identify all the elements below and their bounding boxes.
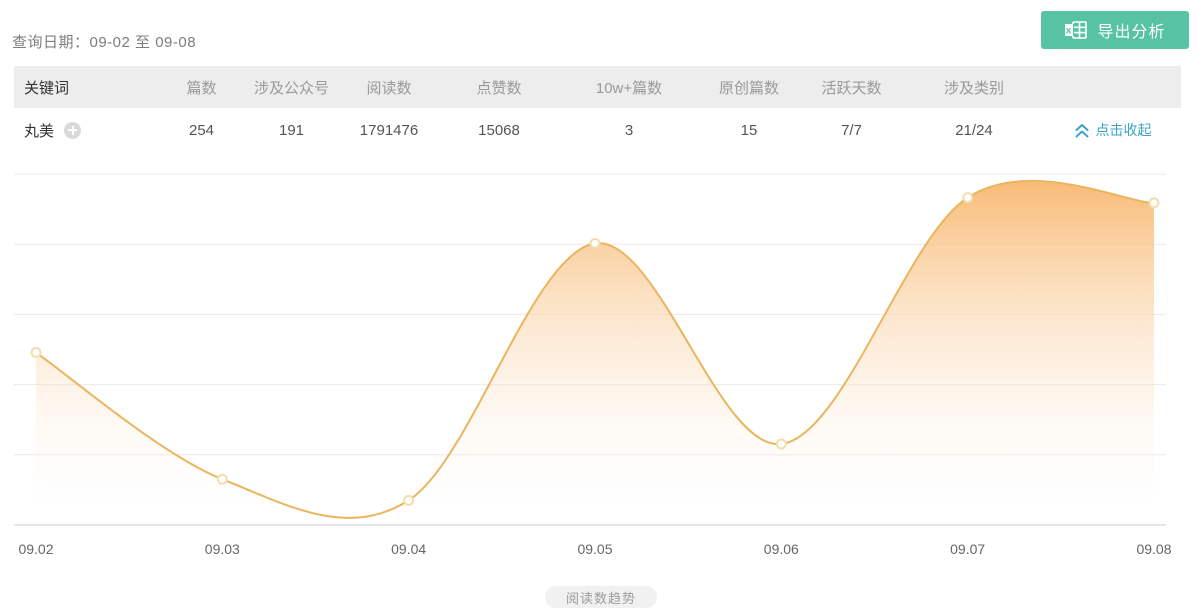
x-axis-label: 09.02: [18, 541, 53, 557]
chart-caption-badge: 阅读数趋势: [545, 586, 657, 608]
cell-categories: 21/24: [955, 121, 993, 139]
chevron-double-up-icon: [1074, 123, 1090, 138]
col-header-100k-articles: 10w+篇数: [595, 79, 663, 97]
data-point-marker: [403, 494, 415, 506]
cell-article-count: 254: [188, 121, 215, 139]
excel-icon: x: [1064, 19, 1088, 41]
col-header-categories: 涉及类别: [943, 79, 1004, 97]
col-header-active-days: 活跃天数: [821, 79, 882, 97]
col-header-article-count: 篇数: [186, 79, 217, 97]
cell-likes: 15068: [478, 121, 520, 139]
col-header-keyword: 关键词: [24, 79, 70, 97]
table-header-row: 关键词 篇数 涉及公众号 阅读数 点赞数 10w+篇数 原创篇数 活跃天数 涉及…: [14, 66, 1181, 108]
export-analysis-label: 导出分析: [1097, 24, 1166, 41]
data-point-marker: [216, 473, 228, 485]
svg-text:x: x: [1066, 26, 1073, 37]
data-point-marker: [775, 438, 787, 450]
keyword-name: 丸美: [24, 122, 55, 140]
col-header-accounts: 涉及公众号: [253, 79, 329, 97]
col-header-reads: 阅读数: [366, 79, 412, 97]
cell-reads: 1791476: [359, 121, 419, 139]
cell-accounts: 191: [278, 121, 305, 139]
cell-original: 15: [740, 121, 758, 139]
cell-active-days: 7/7: [841, 121, 862, 139]
x-axis-label: 09.05: [577, 541, 612, 557]
reads-trend-chart[interactable]: 09.02 09.03 09.04 09.05 09.06 09.07 09.08: [0, 165, 1199, 611]
x-axis-label: 09.03: [205, 541, 240, 557]
col-header-likes: 点赞数: [476, 79, 522, 97]
data-point-marker: [30, 347, 42, 359]
export-analysis-button[interactable]: x 导出分析: [1041, 11, 1189, 49]
data-point-marker: [1148, 197, 1160, 209]
trend-area-fill: [36, 180, 1154, 525]
keyword-stats-table: 关键词 篇数 涉及公众号 阅读数 点赞数 10w+篇数 原创篇数 活跃天数 涉及…: [14, 66, 1181, 152]
col-header-original: 原创篇数: [718, 79, 779, 97]
table-row: 丸美 254 191 1791476 15068 3 15 7/7 21/24: [14, 108, 1181, 152]
x-axis-label: 09.08: [1136, 541, 1171, 557]
data-point-marker: [589, 237, 601, 249]
x-axis-label: 09.07: [950, 541, 985, 557]
collapse-row-link[interactable]: 点击收起: [1044, 120, 1181, 140]
query-date-label: 查询日期：09-02 至 09-08: [12, 34, 197, 51]
x-axis-label: 09.04: [391, 541, 426, 557]
collapse-row-label: 点击收起: [1095, 122, 1152, 138]
x-axis-label: 09.06: [764, 541, 799, 557]
cell-100k-articles: 3: [624, 121, 634, 139]
add-keyword-icon[interactable]: [64, 121, 82, 139]
data-point-marker: [962, 192, 974, 204]
